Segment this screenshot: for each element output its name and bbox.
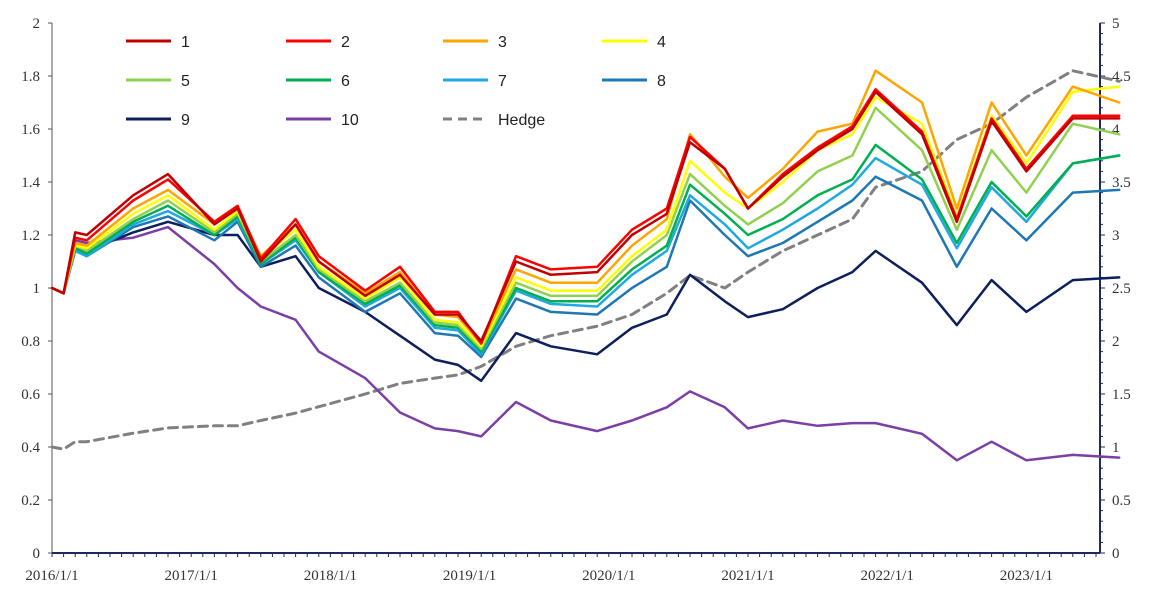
x-tick-label: 2016/1/1 (25, 568, 78, 584)
series-line-10 (50, 225, 1121, 462)
right-tick-label: 5 (1112, 16, 1120, 32)
legend-label-10: 10 (341, 112, 359, 129)
left-tick-label: 0.8 (21, 334, 40, 350)
left-tick-label: 0.2 (21, 493, 40, 509)
legend-label-7: 7 (498, 73, 507, 90)
x-tick-label: 2021/1/1 (721, 568, 774, 584)
left-tick-label: 1.2 (21, 228, 40, 244)
left-tick-label: 1.8 (21, 69, 40, 85)
series-line-3 (50, 69, 1121, 345)
right-tick-label: 2 (1112, 334, 1120, 350)
legend-label-3: 3 (498, 34, 507, 51)
right-tick-label: 3.5 (1112, 175, 1131, 191)
legend-label-hedge: Hedge (498, 112, 545, 129)
left-tick-label: 2 (33, 16, 41, 32)
left-tick-label: 0.6 (21, 387, 40, 403)
legend-label-6: 6 (341, 73, 350, 90)
left-tick-label: 0 (33, 546, 41, 562)
legend: 1 2 3 4 5 6 7 8 9 10 Hedge (126, 34, 666, 129)
left-tick-label: 1 (33, 281, 41, 297)
series-line-6 (50, 143, 1121, 353)
x-tick-label: 2019/1/1 (443, 568, 496, 584)
right-tick-label: 3 (1112, 228, 1120, 244)
legend-label-9: 9 (181, 112, 190, 129)
legend-label-8: 8 (657, 73, 666, 90)
legend-label-1: 1 (181, 34, 190, 51)
series-line-hedge (50, 69, 1121, 451)
x-tick-label: 2018/1/1 (304, 568, 357, 584)
right-tick-label: 0.5 (1112, 493, 1131, 509)
series-line-1 (50, 90, 1121, 343)
left-tick-label: 0.4 (21, 440, 40, 456)
right-tick-label: 4 (1112, 122, 1120, 138)
series-line-5 (50, 106, 1121, 351)
left-tick-label: 1.6 (21, 122, 40, 138)
x-tick-label: 2022/1/1 (861, 568, 914, 584)
legend-label-2: 2 (341, 34, 350, 51)
right-tick-label: 4.5 (1112, 69, 1131, 85)
right-tick-label: 0 (1112, 546, 1120, 562)
series-line-7 (50, 154, 1121, 356)
right-tick-label: 2.5 (1112, 281, 1131, 297)
series-lines (50, 69, 1121, 462)
right-tick-label: 1 (1112, 440, 1120, 456)
tick-labels: 0 0.2 0.4 0.6 0.8 1 1.2 1.4 1.6 1.8 2 0 0.5 1 1.5 2 2.5 3… (21, 16, 1131, 584)
x-tick-label: 2017/1/1 (165, 568, 218, 584)
x-tick-label: 2023/1/1 (1000, 568, 1053, 584)
legend-label-4: 4 (657, 34, 666, 51)
right-tick-label: 1.5 (1112, 387, 1131, 403)
legend-label-5: 5 (181, 73, 190, 90)
x-tick-label: 2020/1/1 (582, 568, 635, 584)
series-line-8 (50, 175, 1121, 359)
left-tick-label: 1.4 (21, 175, 40, 191)
axes (48, 22, 1105, 557)
